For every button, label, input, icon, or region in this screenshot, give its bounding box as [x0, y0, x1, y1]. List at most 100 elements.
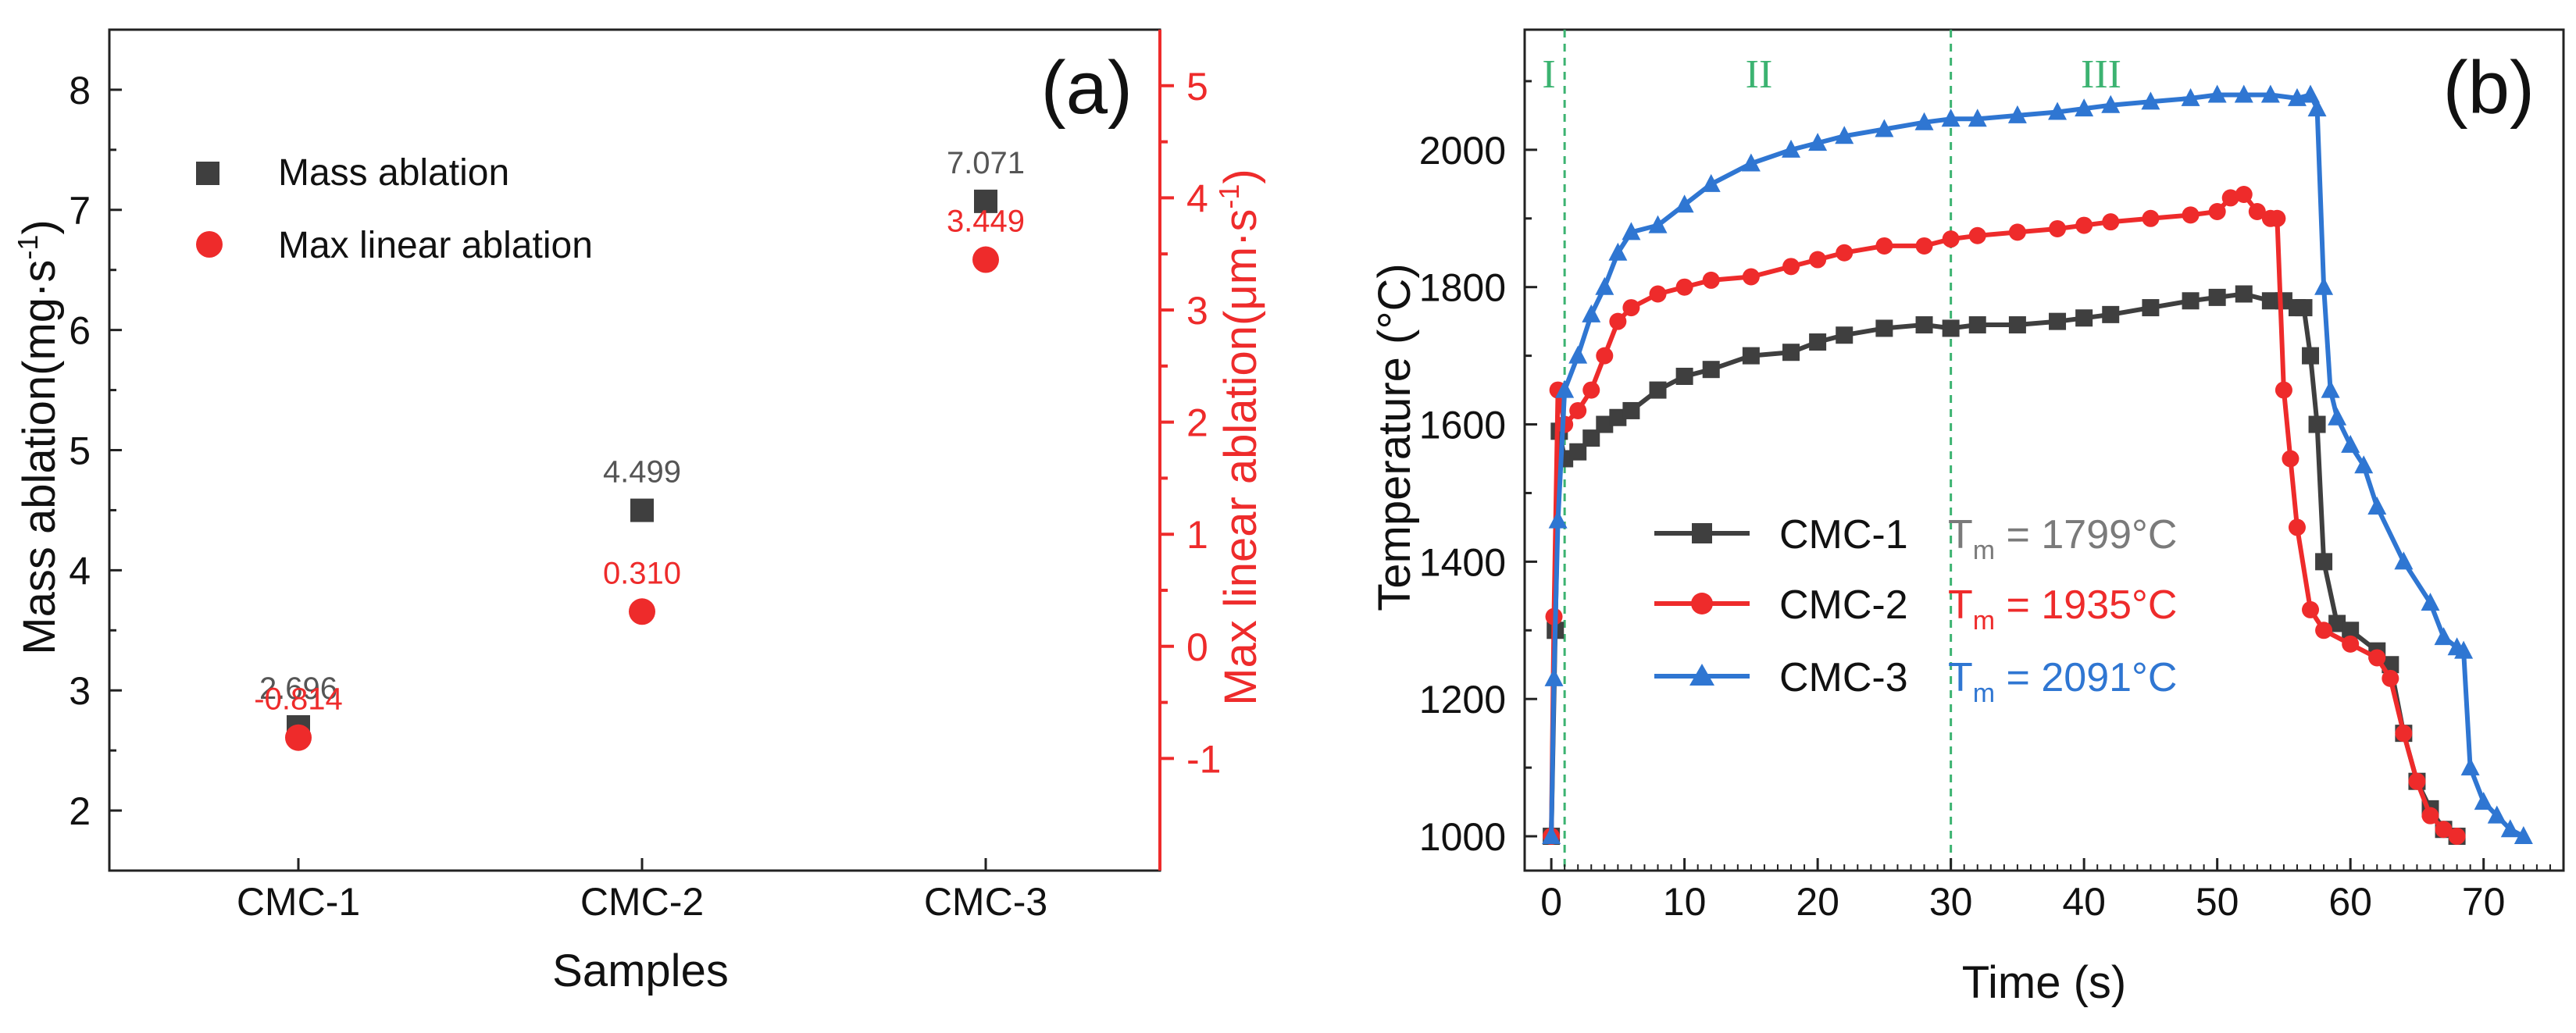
series-cmc-3 — [1542, 84, 2533, 845]
series-cmc-1-point — [1649, 381, 1667, 399]
legend-mass-ablation-label: Mass ablation — [278, 152, 509, 194]
series-cmc-3-point — [2321, 379, 2340, 398]
series-cmc-3-point — [2341, 434, 2360, 453]
legend-cmc-1-tm-T: T — [1948, 512, 1973, 557]
series-cmc-2-point — [2208, 202, 2226, 220]
series-cmc-1-point — [1609, 408, 1627, 426]
series-cmc-2-point — [2049, 219, 2067, 237]
series-cmc-3-point — [1608, 242, 1628, 261]
panel-b-x-tick-label: 60 — [2328, 880, 2372, 924]
series-cmc-2-point — [1968, 226, 1986, 244]
panel-b-x-tick-label: 50 — [2196, 880, 2239, 924]
legend-cmc-1-name: CMC-1 — [1779, 512, 1908, 557]
series-cmc-3-point — [2007, 105, 2027, 123]
panel-b-x-tick-label: 20 — [1796, 880, 1839, 924]
panel-b-x-axis-title: Time (s) — [1962, 957, 2126, 1008]
series-cmc-3-point — [2474, 792, 2493, 810]
legend-cmc-3-tm-sub: m — [1973, 679, 1995, 708]
series-cmc-2-point — [1609, 312, 1627, 330]
panel-b-y-tick-label: 2000 — [1419, 129, 1506, 173]
panel-b-x-tick-label: 10 — [1663, 880, 1707, 924]
legend-max-linear-ablation-label: Max linear ablation — [278, 225, 593, 266]
legend-cmc-2-tm-sub: m — [1973, 606, 1995, 636]
panel-a-x-tick-label: CMC-1 — [237, 880, 360, 924]
panel-b-y-tick-label: 1600 — [1419, 404, 1506, 447]
series-cmc-2-point — [2421, 807, 2439, 825]
panel-a-points: 2.696 4.499 7.071 -0.814 0.310 3.449 — [254, 146, 1025, 751]
panel-a-right-tick-label: -1 — [1186, 737, 1221, 781]
series-cmc-3-point — [2367, 497, 2387, 515]
panel-a-left-tick-label: 6 — [69, 309, 91, 353]
mass-ablation-value-label: 2.696 — [259, 671, 337, 706]
series-cmc-2-point — [1742, 268, 1760, 286]
panel-b-x-ticks: 0 10 20 30 40 50 60 70 — [1540, 858, 2551, 924]
max-linear-ablation-point — [629, 598, 655, 625]
legend-cmc-1-tm: Tm = 1799°C — [1948, 512, 2177, 565]
series-cmc-3-point — [2434, 627, 2453, 646]
series-cmc-2-point — [1836, 244, 1854, 262]
series-cmc-3-point — [2500, 819, 2520, 838]
series-cmc-2-point — [2275, 381, 2292, 399]
panel-a-y-axis-title: Mass ablation(mg·s-1) — [12, 219, 65, 654]
series-cmc-2-point — [2448, 828, 2466, 846]
series-cmc-1-point — [2049, 312, 2067, 330]
panel-a-right-tick-label: 5 — [1186, 65, 1208, 109]
max-linear-ablation-point — [285, 724, 312, 751]
series-cmc-2-point — [2268, 209, 2286, 227]
panel-b-x-tick-label: 30 — [1929, 880, 1973, 924]
panel-a: 2 3 4 5 6 7 8 -1 0 1 2 3 4 5 CMC-1 CMC-2 CMC-3 2.696 4.… — [12, 28, 1266, 996]
panel-a-left-tick-label: 4 — [69, 549, 91, 593]
panel-a-y2-axis-title-close: ) — [1215, 169, 1266, 183]
series-cmc-3-point — [1548, 510, 1568, 529]
series-cmc-2-point — [1875, 237, 1893, 255]
panel-b-y-ticks: 1000 1200 1400 1600 1800 2000 — [1419, 80, 1537, 859]
series-cmc-1-point — [1702, 361, 1720, 379]
series-cmc-1-point — [2102, 305, 2120, 323]
stage-label-II: II — [1746, 52, 1773, 97]
series-cmc-2-point — [1596, 347, 1614, 365]
series-cmc-3-point — [2301, 84, 2321, 103]
panel-a-label: (a) — [1041, 46, 1133, 130]
series-cmc-2-point — [2368, 649, 2386, 667]
series-cmc-1-point — [2261, 292, 2279, 310]
series-cmc-3-point — [2048, 102, 2068, 120]
series-cmc-3-point — [1808, 133, 1828, 151]
panel-a-y2-axis-title-main: Max linear ablation(μm·s — [1215, 209, 1266, 706]
legend-cmc-2-tm-T: T — [1948, 582, 1973, 628]
legend-cmc-3-marker — [1689, 664, 1714, 686]
series-cmc-2-point — [2302, 600, 2320, 618]
series-cmc-3-point — [2141, 91, 2160, 110]
series-cmc-3-point — [2328, 407, 2347, 426]
max-linear-ablation-value-label: -0.814 — [254, 682, 342, 717]
series-cmc-3-point — [1701, 173, 1721, 192]
series-cmc-3-point — [2314, 276, 2334, 295]
series-cmc-2-point — [1675, 278, 1693, 296]
series-cmc-1-point — [1782, 344, 1800, 362]
series-cmc-2-point — [2435, 821, 2453, 839]
panel-a-left-tick-label: 2 — [69, 789, 91, 833]
series-cmc-3-point — [1568, 345, 1588, 364]
series-cmc-2-point — [2221, 189, 2239, 207]
panel-b-y-tick-label: 1200 — [1419, 678, 1506, 721]
legend-cmc-2-marker — [1691, 593, 1713, 614]
series-cmc-1-point — [1622, 401, 1640, 419]
series-cmc-1-point — [2008, 316, 2026, 334]
series-cmc-3-point — [1622, 222, 1641, 240]
series-cmc-1-point — [2075, 309, 2093, 327]
series-cmc-1-point — [2308, 415, 2326, 433]
panel-a-right-tick-label: 4 — [1186, 176, 1208, 220]
series-cmc-3-point — [2394, 551, 2414, 570]
legend-mass-ablation-marker — [196, 162, 219, 185]
series-cmc-1-point — [1582, 429, 1600, 447]
series-cmc-3-point — [1914, 112, 1934, 130]
series-cmc-3-point — [1595, 276, 1614, 295]
series-cmc-1-point — [2302, 347, 2320, 365]
series-cmc-3-point — [2421, 593, 2440, 611]
series-cmc-3-line — [1549, 92, 2525, 839]
panel-b-y-tick-label: 1400 — [1419, 540, 1506, 584]
legend-cmc-1-tm-sub: m — [1973, 536, 1995, 565]
panel-b-series — [1542, 84, 2533, 846]
series-cmc-2-point — [2315, 622, 2333, 639]
series-cmc-1-point — [1809, 333, 1827, 351]
series-cmc-3-point — [2487, 805, 2506, 824]
